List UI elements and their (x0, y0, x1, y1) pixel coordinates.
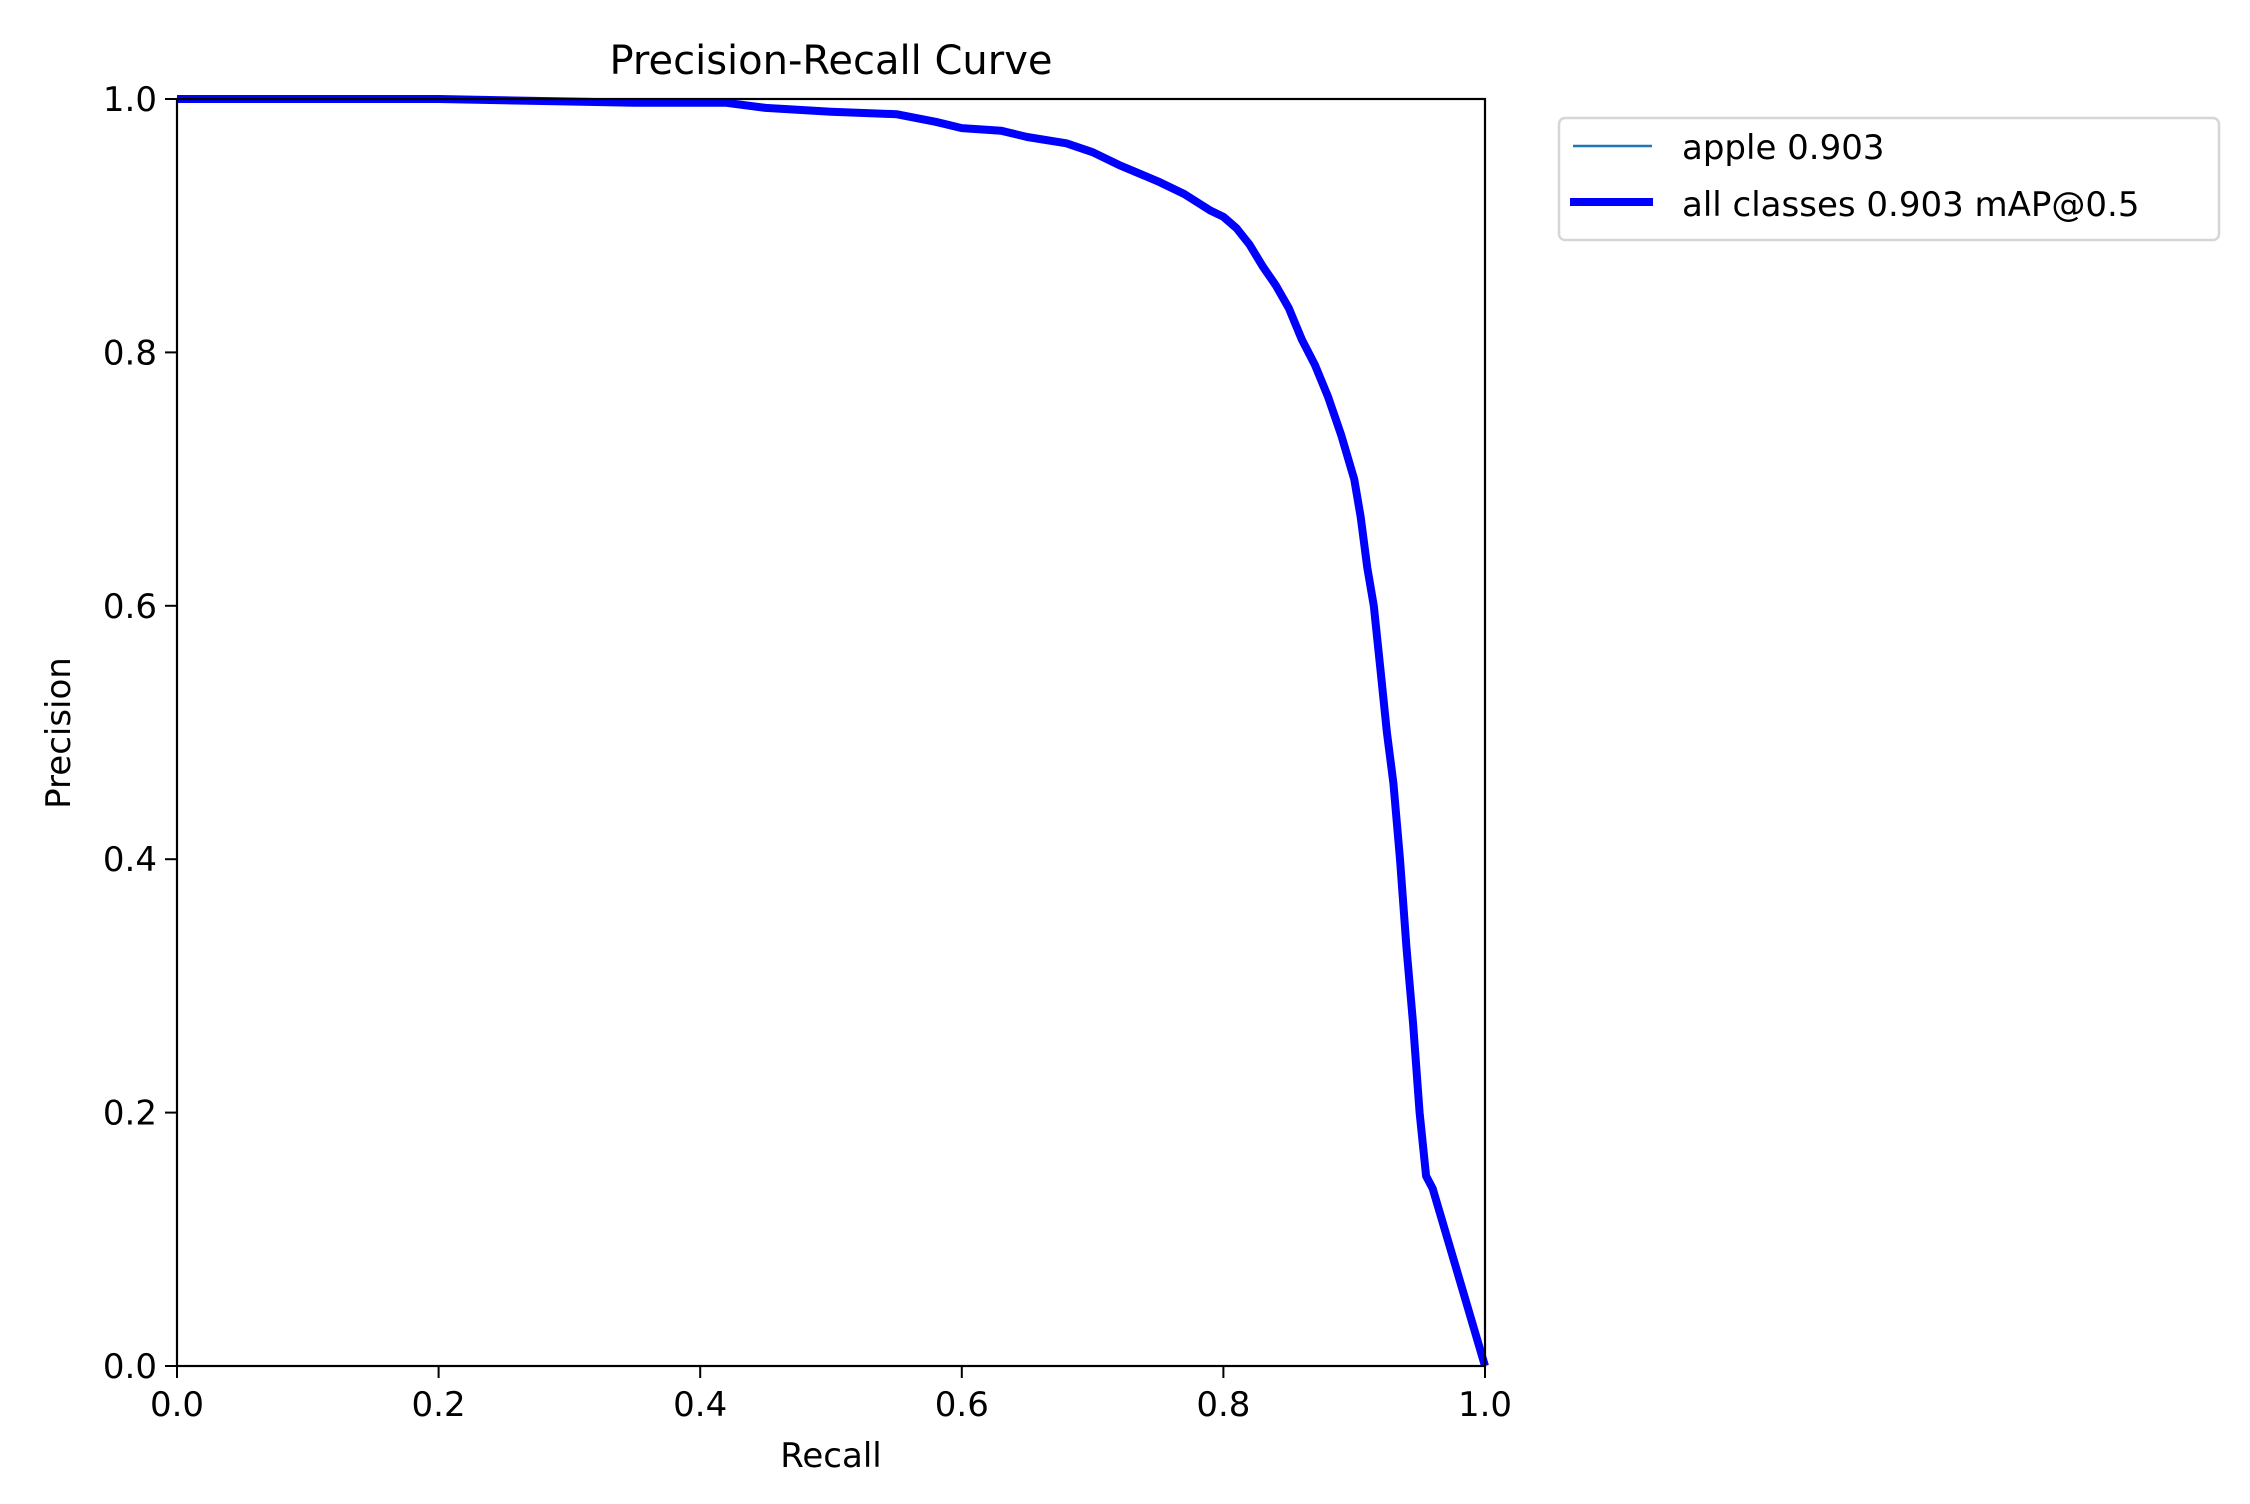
y-axis-label: Precision (39, 657, 79, 809)
legend-label-apple: apple 0.903 (1682, 128, 1885, 168)
x-tick-label: 0.4 (673, 1385, 727, 1425)
plot-frame (175, 97, 1487, 1368)
legend: apple 0.903 all classes 0.903 mAP@0.5 (1557, 116, 2221, 242)
series-line-apple (177, 97, 1487, 1367)
x-tick-label: 0.2 (412, 1385, 466, 1425)
chart-title: Precision-Recall Curve (610, 38, 1053, 84)
x-tick-label: 0.6 (935, 1385, 989, 1425)
y-tick-label: 0.4 (103, 840, 157, 880)
x-tick-label: 1.0 (1458, 1385, 1512, 1425)
y-axis-ticks: 0.0 0.2 0.4 0.6 0.8 1.0 (103, 80, 177, 1387)
legend-frame (1557, 116, 2221, 242)
x-tick-label: 0.8 (1196, 1385, 1250, 1425)
legend-label-all-classes: all classes 0.903 mAP@0.5 (1682, 185, 2139, 225)
y-tick-label: 0.0 (103, 1347, 157, 1387)
y-tick-label: 0.2 (103, 1094, 157, 1134)
y-tick-label: 0.6 (103, 587, 157, 627)
x-axis-label: Recall (780, 1436, 881, 1476)
y-tick-label: 0.8 (103, 333, 157, 373)
y-tick-label: 1.0 (103, 80, 157, 120)
x-tick-label: 0.0 (150, 1385, 204, 1425)
x-axis-ticks: 0.0 0.2 0.4 0.6 0.8 1.0 (150, 1366, 1512, 1425)
plot-area (175, 95, 1489, 1368)
series-line-all-classes (177, 95, 1489, 1368)
